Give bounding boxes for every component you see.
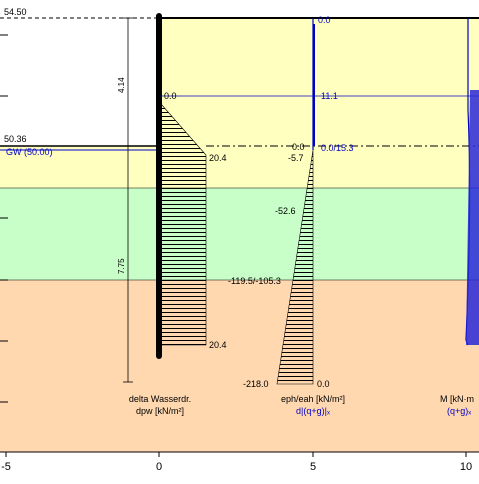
groundwater-label: GW (50.00) [6, 147, 53, 157]
x-tick-label-minus5: -5 [1, 461, 11, 473]
earth-pressure-area [276, 149, 314, 385]
moment-caption-2: (q+g)ₓ [447, 406, 471, 416]
dimension-lower-label: 7.75 [117, 258, 126, 274]
earth-pressure-negative-value: -5.7 [288, 153, 304, 163]
water-pressure-caption-2: dpw [kN/m²] [136, 406, 184, 416]
earth-pressure-excavation-value: 0.0/15.3 [321, 143, 354, 153]
earth-pressure-blue-strip [313, 24, 315, 146]
water-pressure-mid-value: 20.4 [209, 153, 227, 163]
left-axis-ticks [0, 34, 8, 403]
soil-layer-green [0, 188, 479, 280]
elevation-excavation-label: 50.36 [4, 134, 27, 144]
dimension-line [123, 17, 133, 383]
earth-pressure-caption-2: d|(q+g)|ₓ [296, 406, 330, 416]
moment-caption-1: M [kN·m [440, 394, 474, 404]
x-tick-label-0: 0 [156, 461, 162, 473]
elevation-top-label: 54.50 [4, 7, 27, 17]
soil-layer-orange [0, 280, 479, 452]
earth-pressure-top-value: 0.0 [318, 15, 331, 25]
moment-upper-value: 11.1 [321, 91, 338, 101]
x-axis-ticks [5, 452, 467, 457]
water-pressure-start-value: 0.0 [164, 91, 177, 101]
x-tick-label-5: 5 [310, 461, 316, 473]
earth-pressure-layer-value: -119.5/-105.3 [228, 276, 281, 286]
x-tick-label-10: 10 [460, 461, 472, 473]
moment-area [466, 90, 479, 345]
left-white-strip [0, 18, 158, 146]
water-pressure-caption-1: delta Wasserdr. [129, 394, 191, 404]
dimension-upper-label: 4.14 [117, 77, 126, 93]
earth-pressure-toe-left-value: -218.0 [243, 379, 269, 389]
earth-pressure-toe-right-value: 0.0 [317, 379, 330, 389]
earth-pressure-caption-1: eph/eah [kN/m²] [281, 394, 345, 404]
earth-pressure-upper-value: 0.0 [292, 142, 305, 152]
water-pressure-bottom-value: 20.4 [209, 340, 227, 350]
earth-pressure-mid-value: -52.6 [275, 206, 296, 216]
